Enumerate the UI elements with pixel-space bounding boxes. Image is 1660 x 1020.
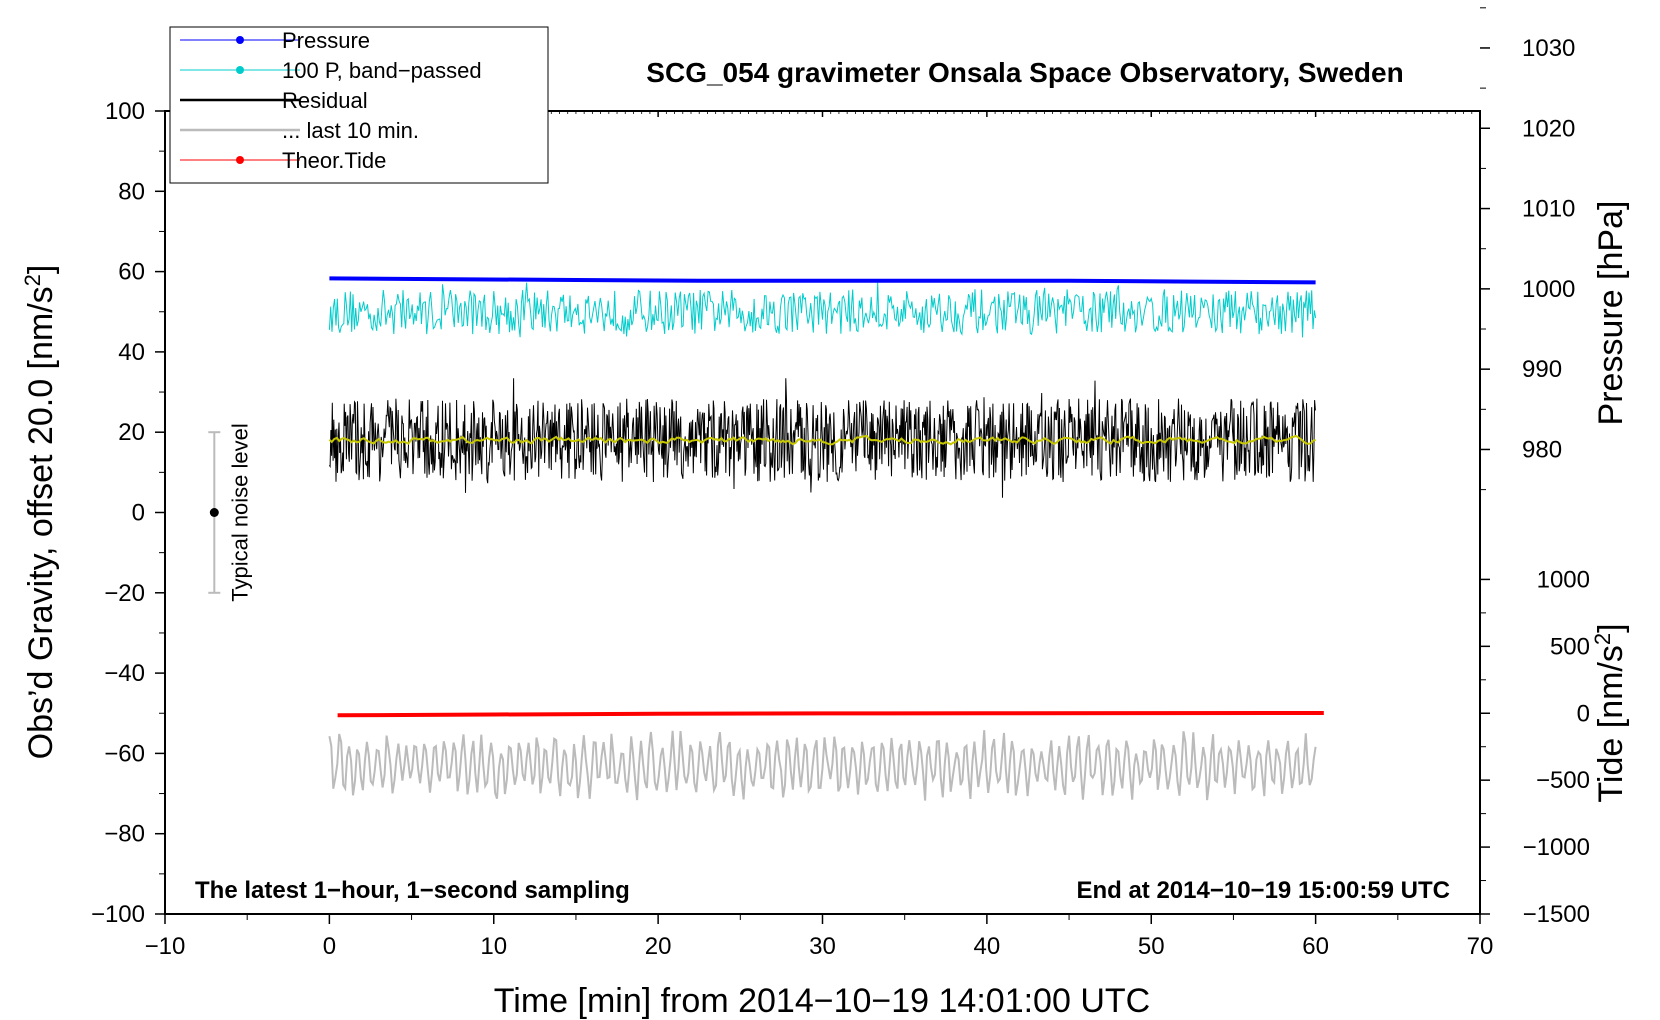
series-residual xyxy=(328,378,1316,498)
legend: Pressure 100 P, band−passed Residual ... la… xyxy=(169,26,549,184)
note-sampling: The latest 1−hour, 1−second sampling xyxy=(195,877,630,904)
y-tick-label: −60 xyxy=(104,740,145,767)
legend-label: ... last 10 min. xyxy=(282,118,419,143)
y-tick-label: 100 xyxy=(105,98,145,125)
noise-level-indicator: Typical noise level xyxy=(208,423,252,602)
y-axis-title-gravity-close: ] xyxy=(22,265,60,274)
series-pressure xyxy=(329,276,1316,285)
pressure-tick-label: 1020 xyxy=(1522,115,1575,142)
y-tick-label: 20 xyxy=(118,419,145,446)
y-tick-label: 60 xyxy=(118,259,145,286)
note-end-time: End at 2014−10−19 15:00:59 UTC xyxy=(1076,877,1450,904)
series-theoretical-tide xyxy=(337,711,1324,718)
x-tick-label: 40 xyxy=(974,933,1001,960)
legend-label: Theor.Tide xyxy=(282,148,386,173)
x-tick-label: 50 xyxy=(1138,933,1165,960)
legend-marker xyxy=(236,156,244,164)
tide-tick-label: −500 xyxy=(1536,767,1590,794)
x-axis-title: Time [min] from 2014−10−19 14:01:00 UTC xyxy=(494,982,1150,1020)
x-tick-label: 30 xyxy=(809,933,836,960)
tide-tick-label: 0 xyxy=(1577,700,1590,727)
y-axis-title-tide: Tide [nm/s2] xyxy=(1590,623,1630,802)
y-axis-title-pressure: Pressure [hPa] xyxy=(1592,201,1630,426)
tide-tick-label: −1500 xyxy=(1523,901,1590,928)
x-tick-label: 60 xyxy=(1302,933,1329,960)
series-smoothed-residual xyxy=(328,434,1316,446)
tide-tick-label: 1000 xyxy=(1537,566,1590,593)
y-tick-label: 0 xyxy=(132,500,145,527)
chart-title: SCG_054 gravimeter Onsala Space Observat… xyxy=(646,57,1403,88)
legend-marker xyxy=(236,36,244,44)
x-tick-label: 70 xyxy=(1467,933,1494,960)
noise-level-label: Typical noise level xyxy=(227,423,252,602)
series-last-10-min xyxy=(328,730,1317,801)
legend-label: Pressure xyxy=(282,28,370,53)
y-tick-label: −100 xyxy=(91,901,145,928)
pressure-tick-label: 1000 xyxy=(1522,276,1575,303)
axes: −10 0 10 20 30 40 50 60 70−100−80−60−40−20020406… xyxy=(91,7,1590,960)
pressure-tick-label: 1030 xyxy=(1522,35,1575,62)
y-axis-title-tide-main: Tide [nm/s xyxy=(1592,645,1630,802)
y-axis-title-tide-close: ] xyxy=(1592,623,1630,632)
series-layer xyxy=(328,276,1324,801)
pressure-tick-label: 1010 xyxy=(1522,196,1575,223)
x-tick-label: 0 xyxy=(323,933,336,960)
pressure-tick-label: 990 xyxy=(1522,356,1562,383)
legend-box xyxy=(169,26,549,184)
pressure-tick-label: 980 xyxy=(1522,436,1562,463)
noise-center-dot xyxy=(209,508,219,517)
y-axis-title-gravity: Obs’d Gravity, offset 20.0 [nm/s2] xyxy=(20,265,60,760)
y-axis-title-gravity-sup: 2 xyxy=(20,274,45,286)
y-tick-label: −40 xyxy=(104,660,145,687)
y-axis-title-tide-sup: 2 xyxy=(1590,633,1615,645)
legend-marker xyxy=(236,66,244,74)
x-tick-label: 20 xyxy=(645,933,672,960)
legend-label: 100 P, band−passed xyxy=(282,58,482,83)
y-tick-label: −20 xyxy=(104,580,145,607)
tide-tick-label: 500 xyxy=(1550,633,1590,660)
x-tick-label: −10 xyxy=(145,933,186,960)
series-band-passed-pressure xyxy=(328,282,1317,338)
legend-label: Residual xyxy=(282,88,368,113)
y-tick-label: −80 xyxy=(104,821,145,848)
x-tick-label: 10 xyxy=(480,933,507,960)
y-axis-title-gravity-main: Obs’d Gravity, offset 20.0 [nm/s xyxy=(22,286,60,759)
y-tick-label: 40 xyxy=(118,339,145,366)
tide-tick-label: −1000 xyxy=(1523,834,1590,861)
y-tick-label: 80 xyxy=(118,178,145,205)
